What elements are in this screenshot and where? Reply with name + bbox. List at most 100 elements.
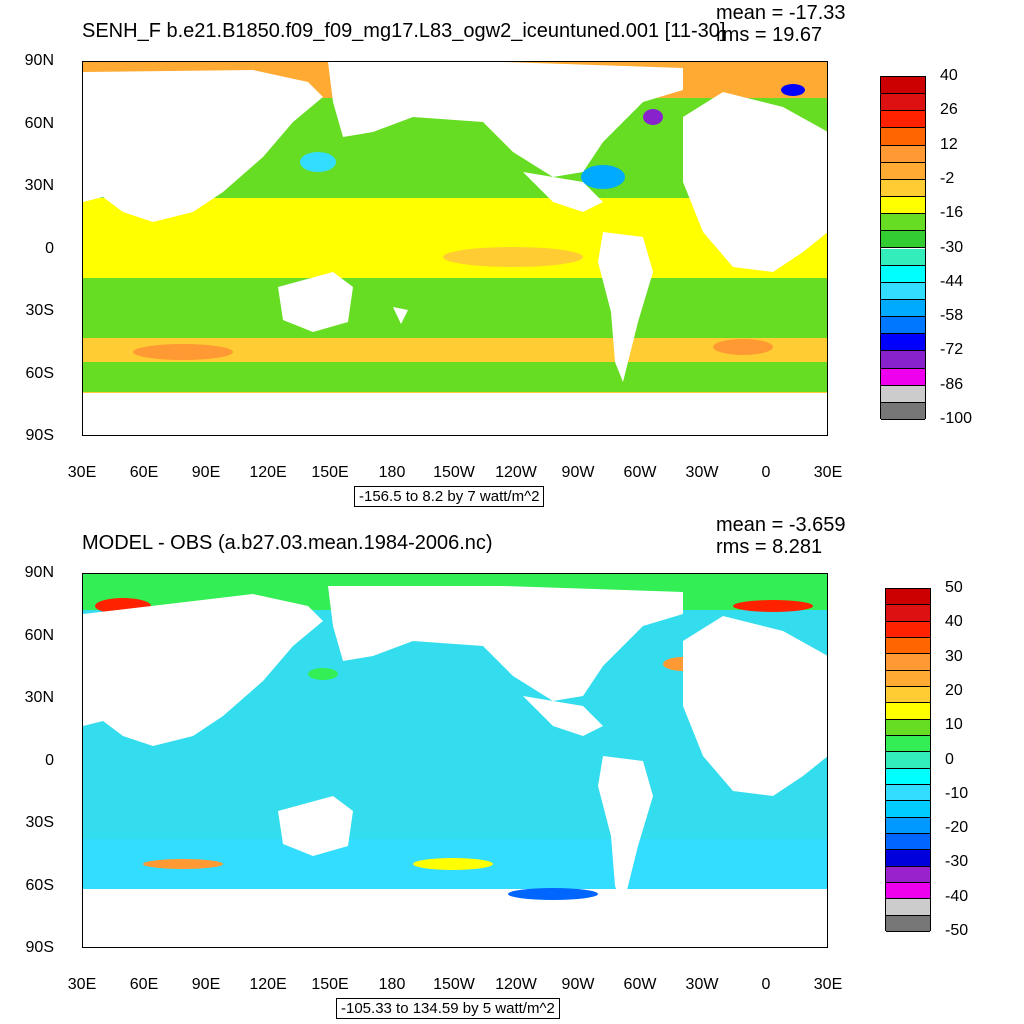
colorbar-swatch [881, 179, 925, 198]
lon-label: 90W [561, 464, 595, 481]
lon-label: 90W [561, 976, 595, 993]
colorbar-label: 40 [945, 613, 963, 631]
colorbar-swatch [886, 817, 930, 834]
mean-label: mean = -3.659 [716, 514, 846, 536]
colorbar-swatch [886, 915, 930, 932]
lon-label: 90E [191, 464, 221, 481]
colorbar-label: 30 [945, 647, 963, 665]
colorbar-swatch [886, 883, 930, 900]
colorbar-label: -16 [940, 204, 964, 222]
colorbar-swatch [881, 111, 925, 129]
lon-label: 120E [249, 464, 287, 481]
colorbar-swatch [881, 402, 925, 420]
lon-label: 30W [685, 976, 719, 993]
lat-label: 90N [24, 52, 54, 69]
colorbar-swatch [881, 231, 925, 249]
lon-label: 30E [813, 976, 843, 993]
colorbar-label: 50 [945, 579, 963, 596]
lat-label: 60S [25, 877, 54, 894]
map-plot [82, 573, 828, 948]
map-plot [82, 61, 828, 436]
colorbar-label: -10 [945, 784, 969, 802]
colorbar-swatch [886, 801, 930, 818]
panel-title: MODEL - OBS (a.b27.03.mean.1984-2006.nc) [82, 532, 493, 554]
colorbar-swatch [886, 654, 930, 671]
colorbar-label: 12 [940, 135, 958, 153]
colorbar-swatch [881, 94, 925, 112]
lon-label: 60W [623, 976, 657, 993]
colorbar-swatch [881, 351, 925, 369]
colorbar-swatch [881, 282, 925, 300]
lat-label: 0 [45, 240, 54, 257]
colorbar-label: 20 [945, 681, 963, 699]
lon-label: 60E [129, 976, 159, 993]
lat-label: 30N [24, 689, 54, 706]
lon-label: 90E [191, 976, 221, 993]
colorbar-swatch [886, 670, 930, 687]
colorbar-label: 40 [940, 67, 958, 84]
colorbar-label: -30 [940, 238, 964, 256]
rms-label: rms = 8.281 [716, 536, 823, 558]
colorbar-label: -100 [940, 410, 973, 427]
lon-label: 180 [378, 464, 406, 481]
colorbar-swatch [881, 317, 925, 335]
colorbar [880, 76, 926, 420]
lon-label: 150E [311, 464, 349, 481]
colorbar-label: -2 [940, 169, 955, 187]
lon-label: 150W [433, 464, 475, 481]
colorbar-swatch [886, 899, 930, 916]
colorbar-swatch [881, 299, 925, 318]
colorbar-label: -58 [940, 307, 964, 325]
colorbar [885, 588, 931, 932]
colorbar-swatch [881, 248, 925, 266]
lat-label: 30S [25, 814, 54, 831]
colorbar-swatch [881, 77, 925, 95]
colorbar-label: -86 [940, 375, 964, 393]
colorbar-label: -30 [945, 853, 969, 871]
colorbar-swatch [881, 162, 925, 180]
colorbar-label: 0 [945, 750, 954, 768]
contour-info-label: -156.5 to 8.2 by 7 watt/m^2 [354, 486, 545, 507]
map-field [83, 574, 827, 947]
colorbar-swatch [881, 128, 925, 146]
colorbar-swatch [886, 703, 930, 720]
colorbar-swatch [886, 589, 930, 606]
contour-info-label: -105.33 to 134.59 by 5 watt/m^2 [336, 998, 560, 1019]
lat-label: 60N [24, 115, 54, 132]
colorbar-swatch [886, 752, 930, 769]
colorbar-label: -20 [945, 819, 969, 837]
colorbar-swatch [886, 687, 930, 704]
colorbar-swatch [881, 197, 925, 215]
rms-label: rms = 19.67 [716, 24, 823, 46]
lat-label: 90N [24, 564, 54, 581]
lon-label: 150W [433, 976, 475, 993]
colorbar-swatch [886, 834, 930, 851]
panel-title: SENH_F b.e21.B1850.f09_f09_mg17.L83_ogw2… [82, 20, 726, 42]
lon-label: 30E [813, 464, 843, 481]
lon-label: 150E [311, 976, 349, 993]
colorbar-swatch [886, 866, 930, 883]
lon-label: 60W [623, 464, 657, 481]
lat-label: 30N [24, 177, 54, 194]
lat-label: 30S [25, 302, 54, 319]
land-masks [83, 62, 827, 435]
colorbar-label: 26 [940, 101, 958, 119]
colorbar-label: -50 [945, 922, 969, 939]
lon-label: 180 [378, 976, 406, 993]
colorbar-label: 10 [945, 716, 963, 734]
colorbar-swatch [886, 768, 930, 785]
land-masks [83, 586, 827, 947]
map-field [83, 62, 827, 435]
colorbar-label: -72 [940, 341, 964, 359]
colorbar-swatch [886, 719, 930, 736]
lat-label: 0 [45, 752, 54, 769]
lon-label: 0 [761, 976, 771, 993]
mean-label: mean = -17.33 [716, 2, 846, 24]
colorbar-swatch [881, 145, 925, 163]
lon-label: 120W [495, 464, 537, 481]
lat-label: 60S [25, 365, 54, 382]
colorbar-label: -44 [940, 272, 964, 290]
colorbar-swatch [881, 265, 925, 283]
colorbar-swatch [881, 334, 925, 352]
lon-label: 0 [761, 464, 771, 481]
